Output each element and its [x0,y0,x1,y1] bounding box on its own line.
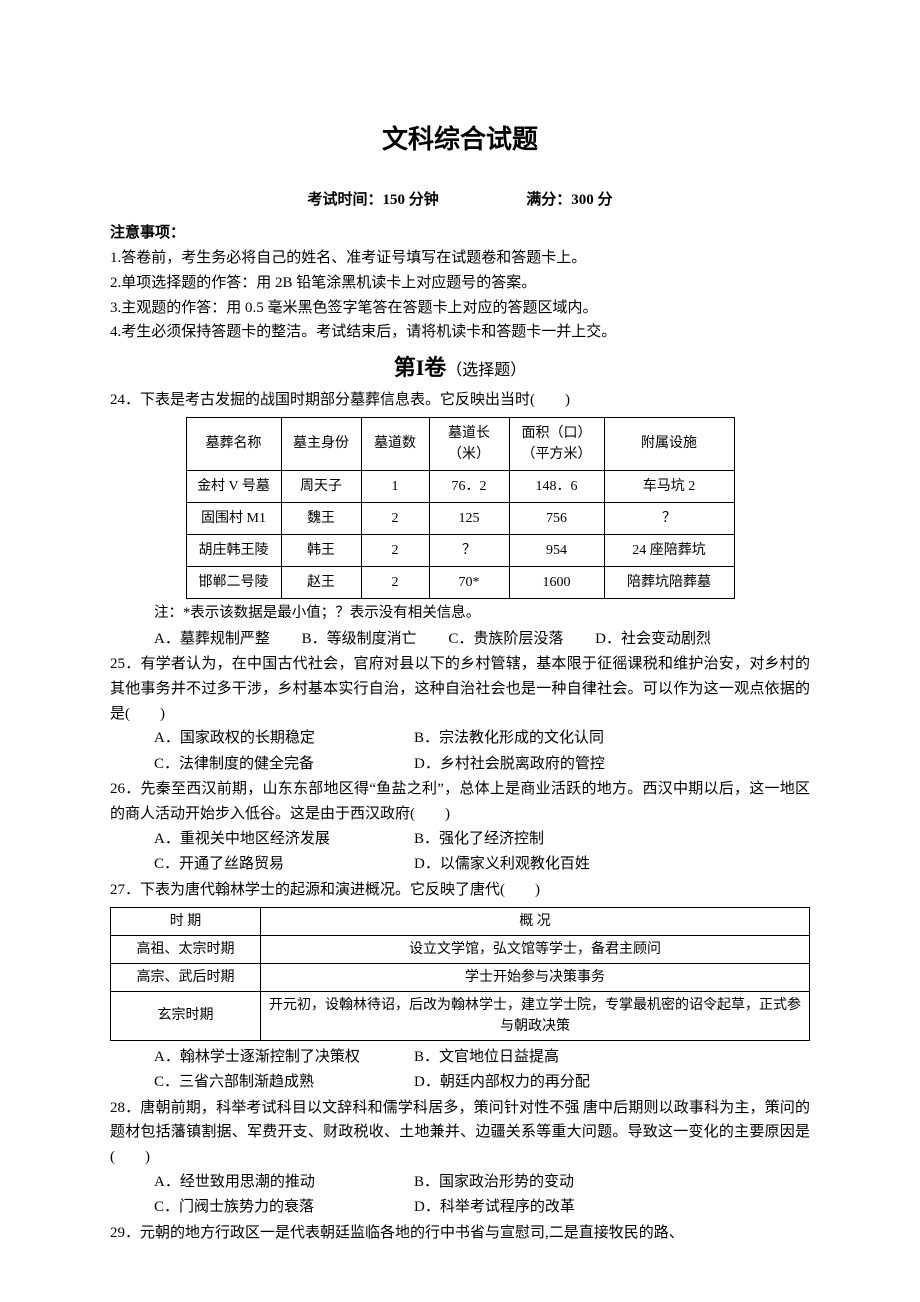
q24-td: 金村 V 号墓 [186,470,281,502]
exam-time-label: 考试时间： [307,192,382,208]
q24-td: 周天子 [281,470,361,502]
q25-opt-b: B．宗法教化形成的文化认同 [414,726,605,752]
q24-note: 注：*表示该数据是最小值；？表示没有相关信息。 [110,603,810,625]
q24-td: 邯郸二号陵 [186,566,281,598]
q24-td: 2 [361,502,429,534]
q27-opt-a: A．翰林学士逐渐控制了决策权 [154,1045,414,1071]
q27-th: 概 况 [261,907,810,935]
q25-opt-c: C．法律制度的健全完备 [154,752,414,778]
q24-td: 756 [509,502,604,534]
exam-info: 考试时间：150 分钟 满分：300 分 [110,189,810,212]
q24-th: 附属设施 [604,417,734,470]
q24-td: 76．2 [429,470,509,502]
q25-options: A．国家政权的长期稳定C．法律制度的健全完备 B．宗法教化形成的文化认同D．乡村… [110,726,810,777]
q26-opt-d: D．以儒家义利观教化百姓 [414,852,590,878]
q27-td: 高祖、太宗时期 [111,935,261,963]
q25-opt-a: A．国家政权的长期稳定 [154,726,414,752]
q27-text: 27．下表为唐代翰林学士的起源和演进概况。它反映了唐代( ) [110,878,810,903]
q28-opt-b: B．国家政治形势的变动 [414,1170,575,1196]
q24-opt-c: C．贵族阶层没落 [448,627,563,653]
q24-options: A．墓葬规制严整 B．等级制度消亡 C．贵族阶层没落 D．社会变动剧烈 [110,627,810,653]
q27-opt-d: D．朝廷内部权力的再分配 [414,1070,590,1096]
q24-td: 1600 [509,566,604,598]
q24-text: 24．下表是考古发掘的战国时期部分墓葬信息表。它反映出当时( ) [110,388,810,413]
q24-td: 胡庄韩王陵 [186,534,281,566]
page-title: 文科综合试题 [110,120,810,159]
q24-th: 墓道数 [361,417,429,470]
q24-opt-b: B．等级制度消亡 [302,627,417,653]
q26-opt-a: A．重视关中地区经济发展 [154,827,414,853]
q24-th: 墓葬名称 [186,417,281,470]
q24-td: ？ [604,502,734,534]
q24-td: 70* [429,566,509,598]
q24-td: 陪葬坑陪葬墓 [604,566,734,598]
q24-td: ？ [429,534,509,566]
q24-td: 2 [361,566,429,598]
q24-opt-d: D．社会变动剧烈 [595,627,711,653]
notice-2: 2.单项选择题的作答：用 2B 铅笔涂黑机读卡上对应题号的答案。 [110,271,810,296]
q26-text: 26．先秦至西汉前期，山东东部地区得“鱼盐之利”，总体上是商业活跃的地方。西汉中… [110,777,810,827]
section-big: 第I卷 [394,355,447,380]
q24-table: 墓葬名称墓主身份墓道数墓道长（米）面积（口）（平方米）附属设施金村 V 号墓周天… [186,417,735,599]
q29-text: 29．元朝的地方行政区一是代表朝廷监临各地的行中书省与宣慰司,二是直接牧民的路、 [110,1221,810,1246]
q24-td: 954 [509,534,604,566]
q24-opt-a: A．墓葬规制严整 [154,627,270,653]
q24-td: 125 [429,502,509,534]
section-small: （选择题） [446,362,526,379]
q28-options: A．经世致用思潮的推动C．门阀士族势力的衰落 B．国家政治形势的变动D．科举考试… [110,1170,810,1221]
q28-opt-a: A．经世致用思潮的推动 [154,1170,414,1196]
q27-table: 时 期概 况高祖、太宗时期设立文学馆，弘文馆等学士，备君主顾问高宗、武后时期学士… [110,907,810,1041]
q27-td: 高宗、武后时期 [111,963,261,991]
q24-td: 2 [361,534,429,566]
q26-opt-b: B．强化了经济控制 [414,827,590,853]
notice-4: 4.考生必须保持答题卡的整洁。考试结束后，请将机读卡和答题卡一并上交。 [110,320,810,345]
q27-td: 玄宗时期 [111,991,261,1040]
q24-th: 墓道长（米） [429,417,509,470]
q24-td: 韩王 [281,534,361,566]
q27-td: 开元初，设翰林待诏，后改为翰林学士，建立学士院，专掌最机密的诏令起草，正式参与朝… [261,991,810,1040]
q27-opt-b: B．文官地位日益提高 [414,1045,590,1071]
notice-heading: 注意事项： [110,222,810,245]
q28-text: 28．唐朝前期，科举考试科目以文辞科和儒学科居多，策问针对性不强 唐中后期则以政… [110,1096,810,1170]
q24-td: 车马坑 2 [604,470,734,502]
q24-td: 固围村 M1 [186,502,281,534]
q24-td: 魏王 [281,502,361,534]
q26-opt-c: C．开通了丝路贸易 [154,852,414,878]
notice-1: 1.答卷前，考生务必将自己的姓名、准考证号填写在试题卷和答题卡上。 [110,246,810,271]
full-score-label: 满分： [526,192,571,208]
q28-opt-c: C．门阀士族势力的衰落 [154,1195,414,1221]
q27-td: 设立文学馆，弘文馆等学士，备君主顾问 [261,935,810,963]
q25-opt-d: D．乡村社会脱离政府的管控 [414,752,605,778]
q26-options: A．重视关中地区经济发展C．开通了丝路贸易 B．强化了经济控制D．以儒家义利观教… [110,827,810,878]
q24-th: 面积（口）（平方米） [509,417,604,470]
q24-td: 1 [361,470,429,502]
full-score-value: 300 分 [571,192,612,208]
notice-3: 3.主观题的作答：用 0.5 毫米黑色签字笔答在答题卡上对应的答题区域内。 [110,296,810,321]
q24-td: 24 座陪葬坑 [604,534,734,566]
q28-opt-d: D．科举考试程序的改革 [414,1195,575,1221]
q27-options: A．翰林学士逐渐控制了决策权C．三省六部制渐趋成熟 B．文官地位日益提高D．朝廷… [110,1045,810,1096]
q24-th: 墓主身份 [281,417,361,470]
q24-td: 148．6 [509,470,604,502]
exam-time-value: 150 分钟 [382,192,438,208]
section-heading: 第I卷（选择题） [110,351,810,384]
q27-th: 时 期 [111,907,261,935]
q24-td: 赵王 [281,566,361,598]
q27-opt-c: C．三省六部制渐趋成熟 [154,1070,414,1096]
q25-text: 25．有学者认为，在中国古代社会，官府对县以下的乡村管辖，基本限于征徭课税和维护… [110,652,810,726]
q27-td: 学士开始参与决策事务 [261,963,810,991]
